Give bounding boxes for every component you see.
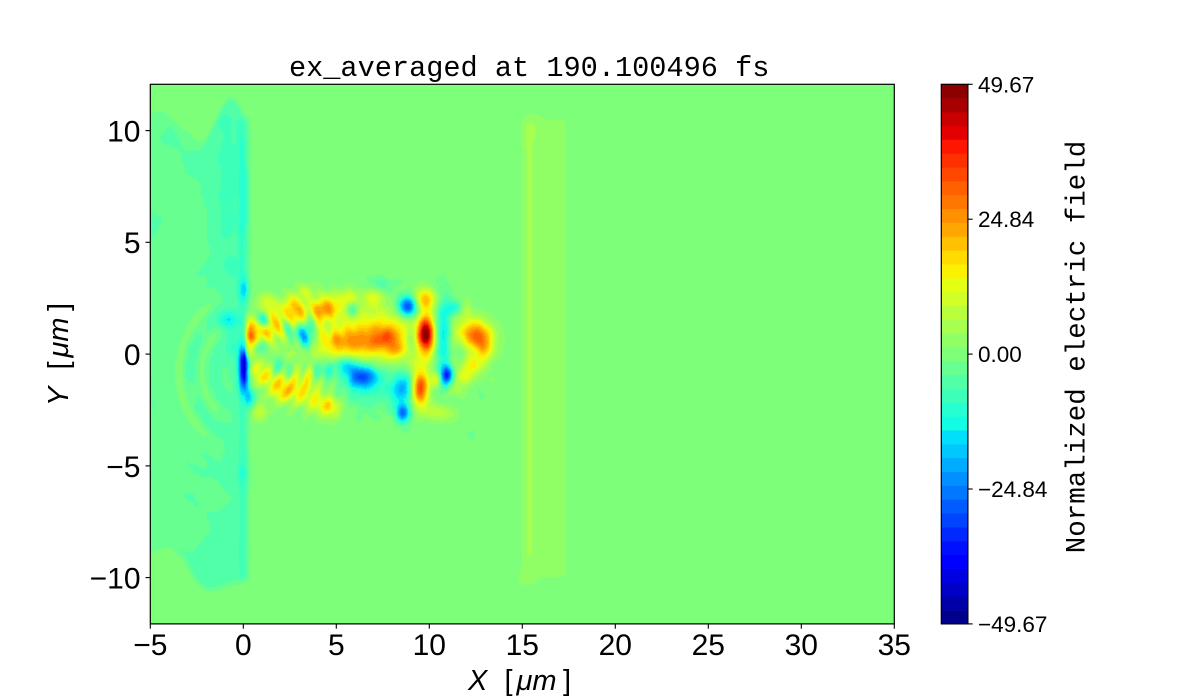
- svg-text:15: 15: [506, 629, 539, 662]
- svg-text:0.00: 0.00: [978, 342, 1022, 367]
- svg-text:[: [: [505, 665, 513, 697]
- svg-text:μm: μm: [516, 665, 557, 697]
- svg-text:30: 30: [785, 629, 818, 662]
- svg-text:24.84: 24.84: [978, 207, 1034, 232]
- svg-text:35: 35: [878, 629, 911, 662]
- svg-text:X: X: [467, 665, 489, 697]
- svg-text:Y: Y: [43, 384, 75, 406]
- svg-text:−5: −5: [133, 629, 167, 662]
- svg-text:−49.67: −49.67: [978, 612, 1047, 637]
- svg-text:]: ]: [43, 303, 75, 311]
- svg-text:20: 20: [599, 629, 632, 662]
- svg-text:−24.84: −24.84: [978, 477, 1047, 502]
- svg-text:10: 10: [107, 116, 140, 149]
- svg-text:10: 10: [413, 629, 446, 662]
- svg-text:[: [: [43, 361, 75, 369]
- svg-text:μm: μm: [43, 317, 75, 358]
- svg-text:−5: −5: [106, 451, 140, 484]
- svg-text:ex_averaged at 190.100496 fs: ex_averaged at 190.100496 fs: [289, 52, 769, 85]
- svg-text:Normalized electric field: Normalized electric field: [1062, 141, 1093, 554]
- svg-text:−10: −10: [90, 563, 141, 596]
- svg-text:0: 0: [235, 629, 252, 662]
- svg-text:49.67: 49.67: [978, 72, 1034, 97]
- svg-text:5: 5: [124, 227, 141, 260]
- svg-text:0: 0: [124, 339, 141, 372]
- svg-text:5: 5: [328, 629, 345, 662]
- svg-text:25: 25: [692, 629, 725, 662]
- svg-text:]: ]: [563, 665, 571, 697]
